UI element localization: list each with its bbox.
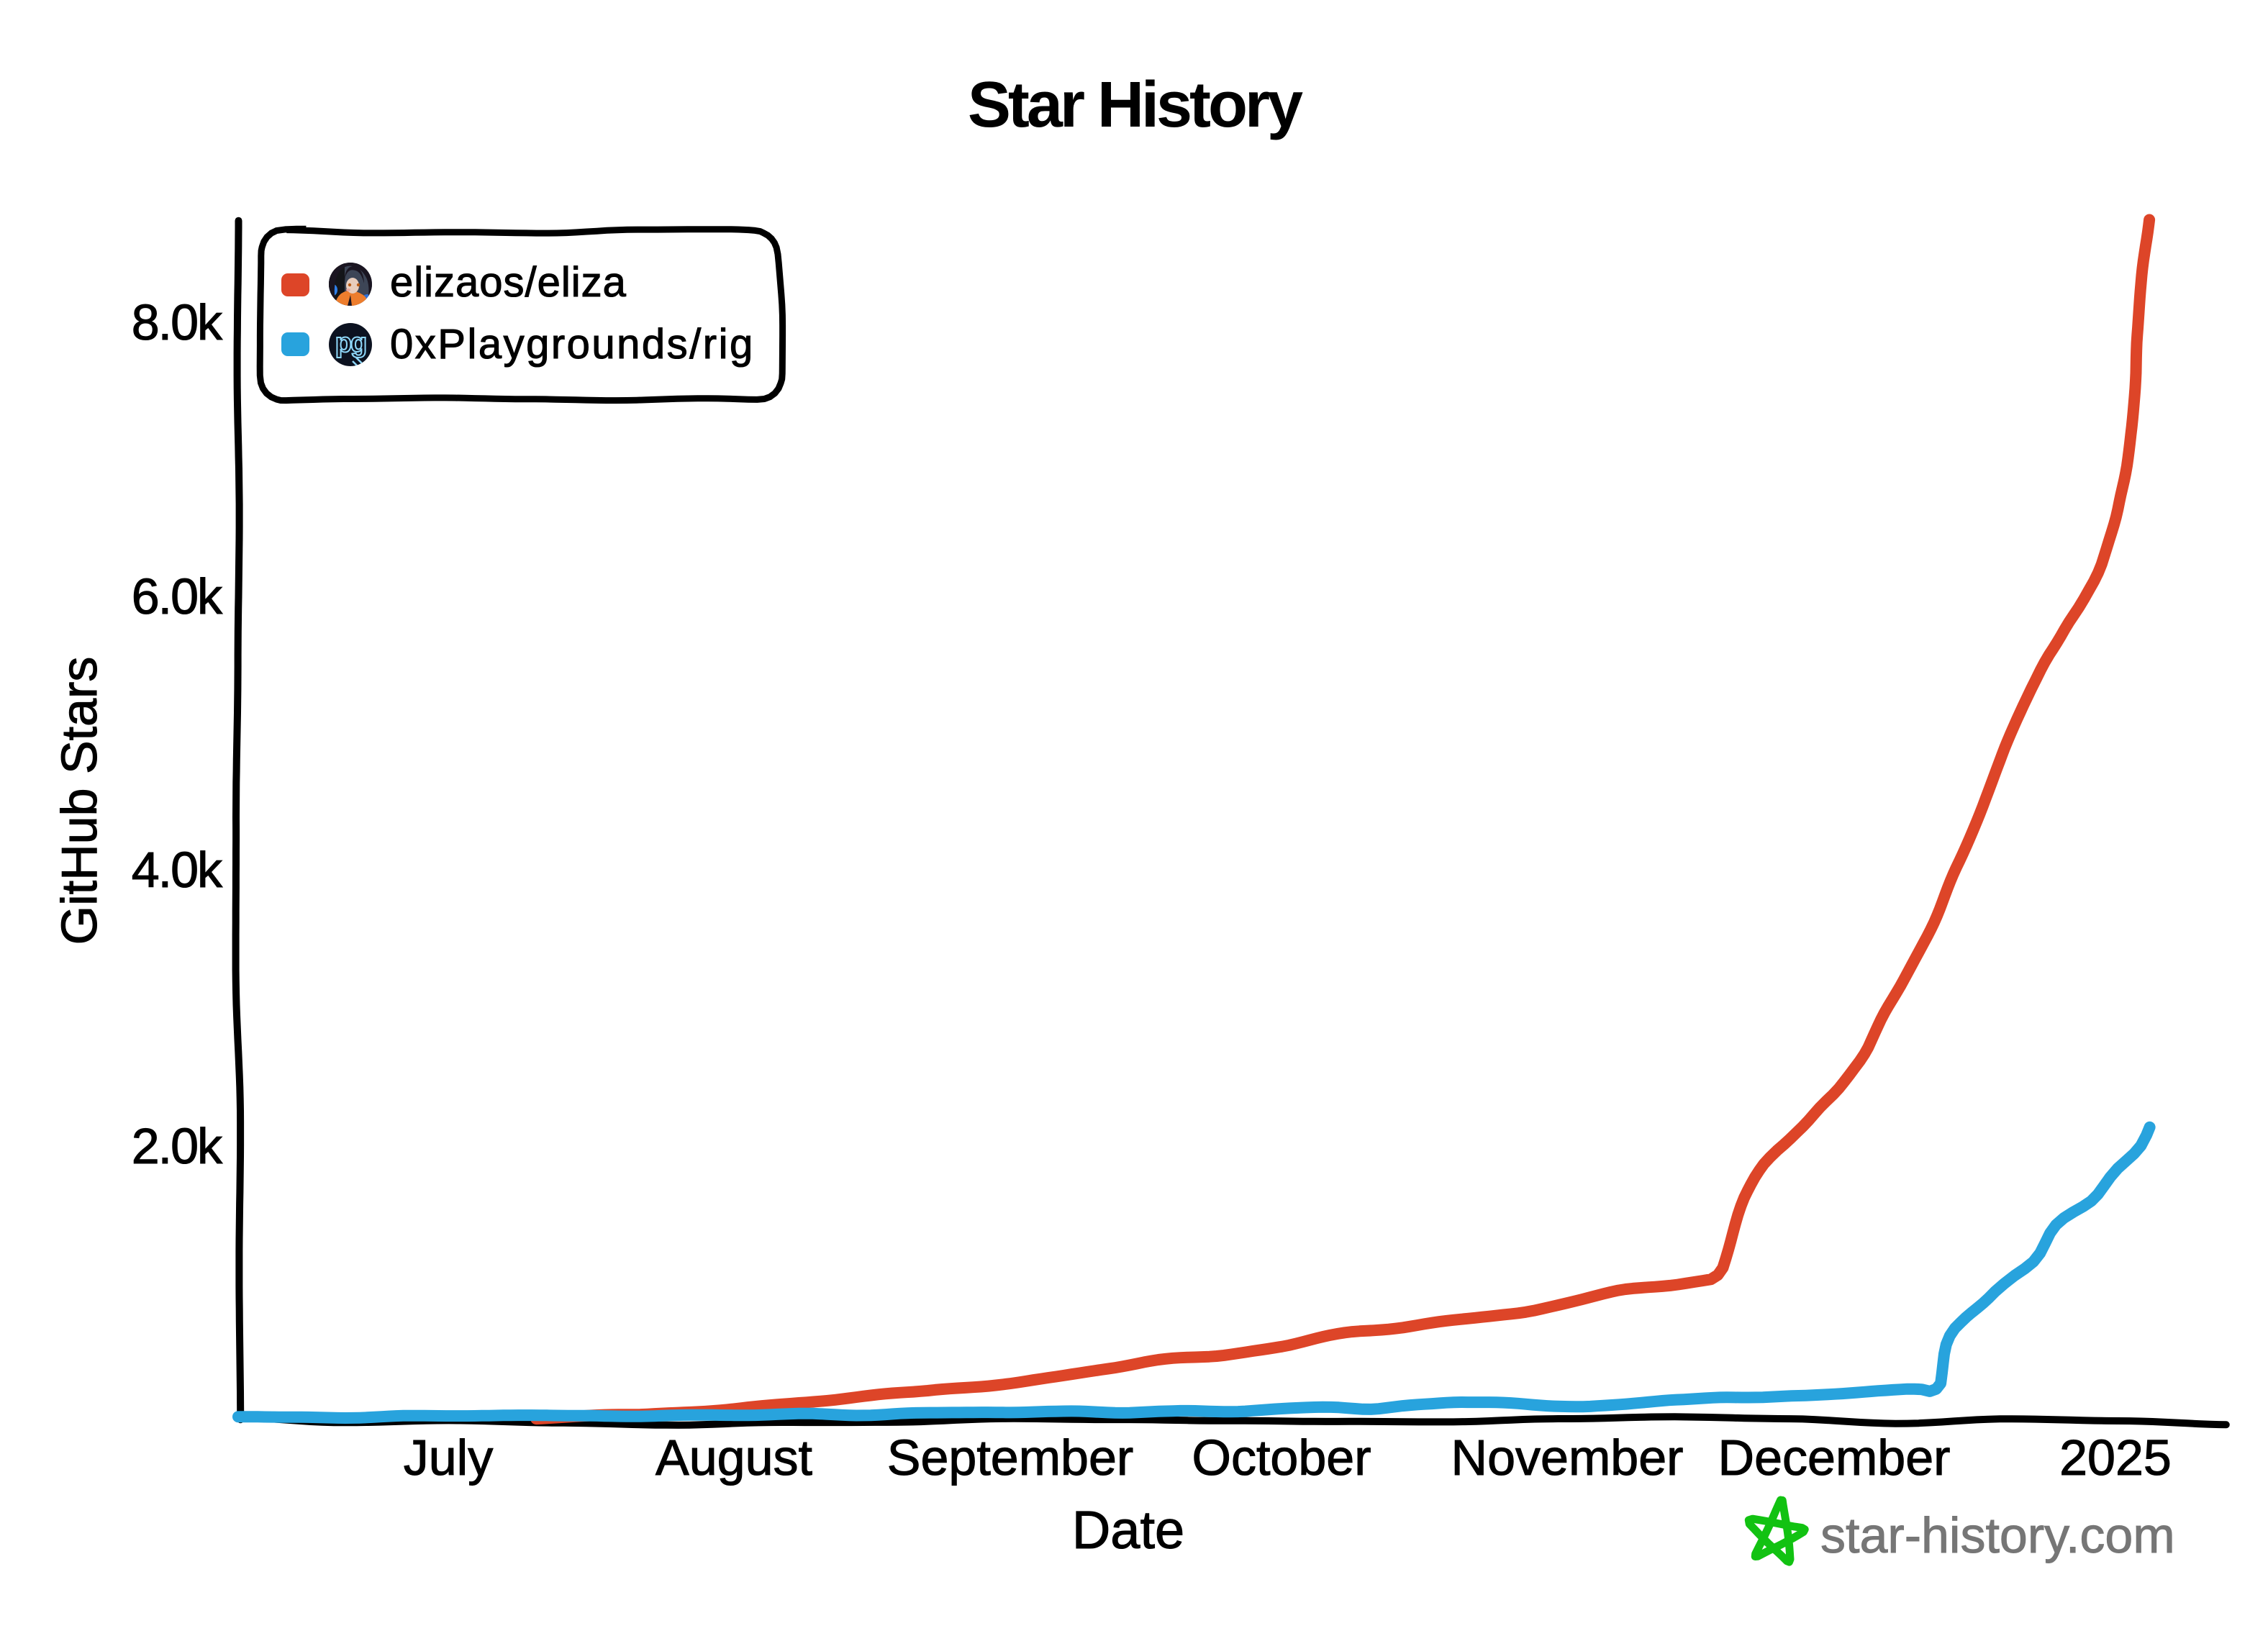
- svg-text:December: December: [1718, 1430, 1951, 1486]
- svg-text:Star History: Star History: [968, 69, 1303, 141]
- svg-text:pg: pg: [335, 328, 366, 358]
- svg-text:GitHub Stars: GitHub Stars: [51, 657, 107, 945]
- svg-text:2025: 2025: [2059, 1430, 2172, 1486]
- svg-text:September: September: [887, 1430, 1133, 1486]
- svg-text:elizaos/eliza: elizaos/eliza: [390, 259, 627, 306]
- svg-text:October: October: [1192, 1430, 1371, 1486]
- svg-text:November: November: [1451, 1430, 1684, 1486]
- svg-text:0xPlaygrounds/rig: 0xPlaygrounds/rig: [390, 321, 755, 368]
- svg-text:8.0k: 8.0k: [132, 294, 223, 350]
- svg-text:August: August: [656, 1430, 812, 1486]
- svg-text:4.0k: 4.0k: [132, 842, 223, 898]
- svg-text:Date: Date: [1072, 1500, 1184, 1560]
- svg-text:July: July: [404, 1430, 493, 1486]
- svg-text:star-history.com: star-history.com: [1820, 1507, 2175, 1563]
- svg-text:2.0k: 2.0k: [132, 1118, 223, 1174]
- svg-text:6.0k: 6.0k: [132, 568, 223, 624]
